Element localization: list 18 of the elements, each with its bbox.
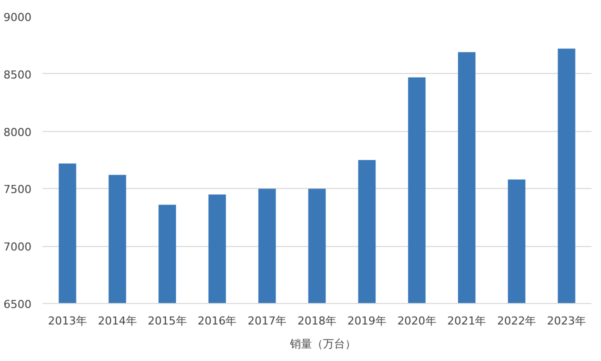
- x-tick-label: 2015年: [148, 314, 187, 328]
- x-tick-label: 2016年: [198, 314, 237, 328]
- x-tick-label: 2019年: [347, 314, 386, 328]
- x-tick-label: 2023年: [547, 314, 586, 328]
- y-tick-label: 8500: [4, 68, 32, 82]
- y-tick-label: 8000: [4, 126, 32, 139]
- x-tick-label: 2013年: [48, 314, 87, 328]
- y-tick-label: 6500: [4, 298, 32, 311]
- y-tick-label: 7000: [4, 240, 32, 254]
- x-tick-label: 2014年: [98, 314, 137, 328]
- x-tick-label: 2018年: [298, 314, 337, 328]
- x-tick-label: 2021年: [447, 314, 486, 328]
- x-tick-label: 2020年: [397, 314, 436, 328]
- y-tick-label: 9000: [4, 11, 32, 24]
- x-tick-label: 2022年: [497, 314, 536, 328]
- y-tick-label: 7500: [4, 183, 32, 196]
- text: 销量（万台）: [290, 336, 356, 352]
- x-tick-label: 2017年: [248, 314, 287, 328]
